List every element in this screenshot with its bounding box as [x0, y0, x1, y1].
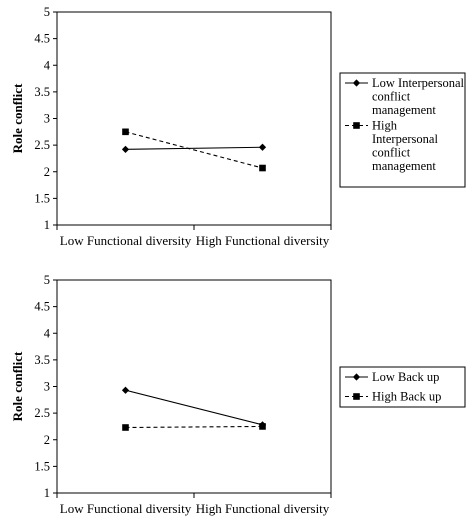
x-category-label: Low Functional diversity	[60, 233, 192, 248]
legend-entry: High Back up	[345, 390, 441, 404]
y-tick-label: 2	[44, 165, 50, 179]
chart-bottom: 1 1.5 2 2.5 3 3.5 4 4.5 5 Low Functional diversit…	[10, 273, 466, 516]
data-point	[121, 386, 130, 394]
legend-box	[339, 72, 466, 188]
y-tick-label: 4.5	[34, 32, 50, 46]
x-category-label: High Functional diversity	[196, 233, 330, 248]
y-tick-label: 2	[44, 433, 50, 447]
y-tick-label: 1.5	[34, 191, 50, 205]
legend-marker	[353, 122, 360, 129]
series-line	[125, 131, 263, 169]
data-point	[259, 423, 266, 430]
data-point	[258, 143, 267, 151]
y-tick-label: 2.5	[34, 406, 50, 420]
series-1	[122, 423, 266, 431]
legend-label: Low Interpersonal	[372, 76, 465, 90]
y-tick-label: 1	[44, 486, 50, 500]
legend-marker	[352, 79, 361, 87]
y-tick-label: 1.5	[34, 459, 50, 473]
legend-label: Low Back up	[372, 370, 439, 384]
y-tick-label: 3	[44, 380, 50, 394]
legend-label: management	[372, 103, 436, 117]
legend-label: High	[372, 119, 398, 133]
y-tick-label: 1	[44, 218, 50, 232]
y-tick-label: 3.5	[34, 85, 50, 99]
y-tick-label: 4.5	[34, 300, 50, 314]
legend-label: management	[372, 159, 436, 173]
y-tick-label: 3	[44, 112, 50, 126]
data-point	[122, 128, 129, 136]
y-tick-label: 2.5	[34, 138, 50, 152]
series-0	[121, 386, 267, 429]
data-point	[259, 164, 266, 172]
legend-box	[339, 366, 466, 408]
x-category-label: High Functional diversity	[196, 501, 330, 516]
legend-marker	[353, 393, 360, 400]
y-tick-label: 5	[44, 273, 50, 287]
legend-label: High Back up	[372, 390, 441, 404]
legend: Low Back up High Back up	[339, 366, 466, 408]
data-point	[121, 145, 130, 153]
legend-label: conflict	[372, 90, 411, 104]
legend: Low InterpersonalconflictmanagementHighI…	[339, 72, 466, 188]
series-line	[125, 389, 263, 426]
x-category-label: Low Functional diversity	[60, 501, 192, 516]
legend-entry: Low Back up	[345, 370, 439, 384]
legend-label: Interpersonal	[372, 132, 438, 146]
y-tick-label: 3.5	[34, 353, 50, 367]
y-tick-label: 4	[44, 58, 51, 72]
plot-area	[56, 279, 332, 494]
chart-top: 1 1.5 2 2.5 3 3.5 4 4.5 5 Low Functional diversit…	[10, 5, 466, 248]
series-line	[125, 146, 263, 150]
legend-label: conflict	[372, 146, 411, 160]
series-1	[122, 128, 266, 172]
y-axis-label: Role conflict	[10, 351, 25, 421]
y-axis-label: Role conflict	[10, 83, 25, 153]
y-tick-label: 4	[44, 326, 51, 340]
legend-marker	[352, 373, 361, 381]
plot-area	[56, 11, 332, 226]
series-line	[125, 425, 263, 429]
y-tick-label: 5	[44, 5, 50, 19]
series-0	[121, 143, 267, 153]
data-point	[122, 424, 129, 431]
